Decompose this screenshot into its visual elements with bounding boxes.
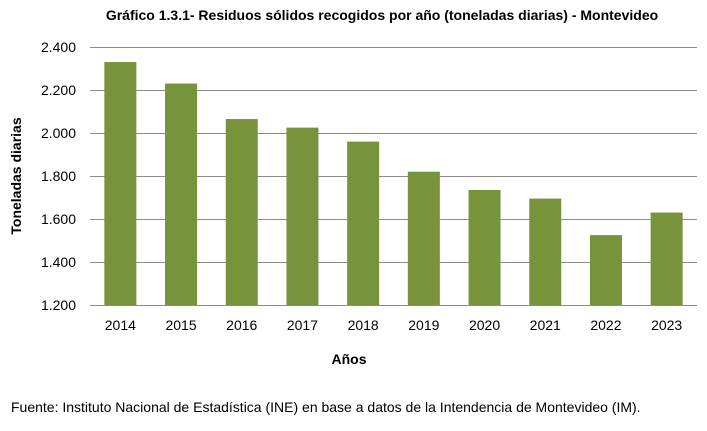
x-tick-label: 2019: [408, 317, 439, 333]
bar-2021: [529, 198, 562, 305]
y-tick-label: 2.000: [41, 125, 76, 141]
y-axis: 1.200 1.400 1.600 1.800 2.000 2.200 2.400: [41, 39, 76, 313]
bar-2015: [165, 83, 198, 305]
bar-2014: [104, 62, 137, 305]
y-tick-label: 1.800: [41, 168, 76, 184]
y-axis-title: Toneladas diarias: [8, 117, 24, 234]
source-note: Fuente: Instituto Nacional de Estadístic…: [11, 399, 641, 415]
x-tick-label: 2014: [105, 317, 136, 333]
x-tick-label: 2015: [165, 317, 196, 333]
x-tick-label: 2022: [590, 317, 621, 333]
bar-2018: [347, 141, 380, 305]
x-tick-label: 2017: [287, 317, 318, 333]
bar-2017: [286, 127, 319, 305]
bar-2023: [650, 212, 683, 305]
bars: [104, 62, 683, 306]
y-tick-label: 2.400: [41, 39, 76, 55]
bar-2022: [589, 235, 622, 305]
chart-title: Gráfico 1.3.1- Residuos sólidos recogido…: [106, 7, 658, 23]
x-axis: 2014 2015 2016 2017 2018 2019 2020 2021 2022 2023: [105, 317, 683, 333]
bar-2020: [468, 189, 501, 305]
x-tick-label: 2023: [651, 317, 682, 333]
bar-2016: [225, 119, 258, 306]
y-tick-label: 1.400: [41, 254, 76, 270]
y-tick-label: 1.200: [41, 297, 76, 313]
y-tick-label: 1.600: [41, 211, 76, 227]
x-axis-title: Años: [332, 351, 367, 367]
bar-2019: [407, 171, 440, 305]
x-tick-label: 2021: [530, 317, 561, 333]
x-tick-label: 2020: [469, 317, 500, 333]
x-tick-label: 2016: [226, 317, 257, 333]
y-tick-label: 2.200: [41, 82, 76, 98]
x-tick-label: 2018: [348, 317, 379, 333]
